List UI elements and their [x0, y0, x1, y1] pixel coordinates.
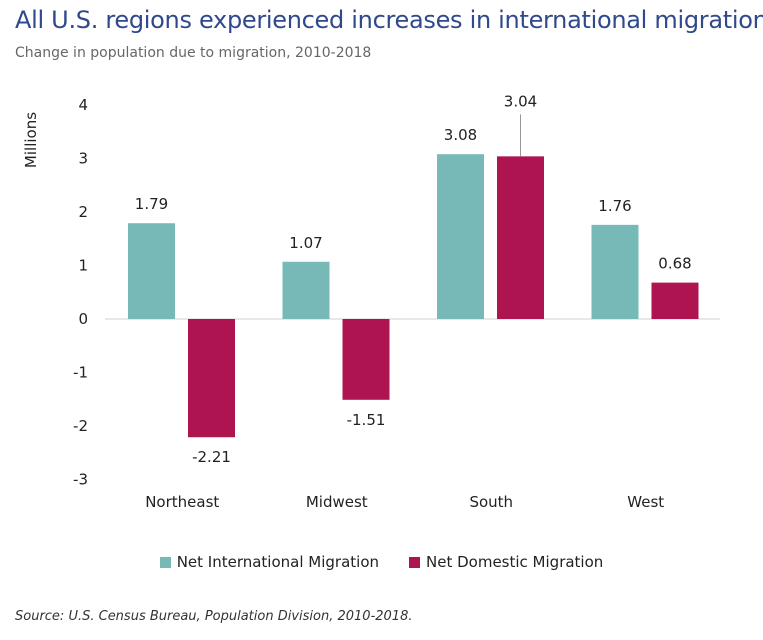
data-label: 0.68 — [658, 255, 691, 273]
data-label: 1.07 — [289, 234, 322, 252]
legend-swatch — [409, 556, 421, 568]
legend-swatch — [159, 556, 171, 568]
bar-domestic — [188, 319, 235, 438]
bar-domestic — [651, 282, 699, 319]
x-tick-label: Northeast — [145, 493, 219, 511]
data-label: 1.79 — [135, 195, 168, 213]
y-tick-label: 4 — [78, 96, 88, 114]
y-tick-label: 2 — [78, 203, 88, 221]
data-label: -1.51 — [347, 411, 386, 429]
y-tick-label: 0 — [78, 310, 88, 328]
bar-international — [282, 261, 330, 319]
data-label: -2.21 — [192, 448, 231, 466]
bar-chart: Millions 4 3 2 1 0 -1 -2 -3 Northeast 1.79 -2.21 Mid… — [22, 92, 720, 511]
legend-item-international: Net International Migration — [159, 553, 380, 571]
y-tick-label: 3 — [78, 150, 88, 168]
legend-item-domestic: Net Domestic Migration — [409, 553, 603, 571]
y-tick-label: -2 — [73, 417, 88, 435]
bar-domestic — [342, 319, 390, 400]
bar-domestic — [497, 156, 544, 319]
x-tick-label: Midwest — [306, 493, 368, 511]
y-tick-label: -1 — [73, 364, 88, 382]
bar-international — [128, 223, 175, 319]
data-label: 3.08 — [444, 126, 477, 144]
legend-label: Net International Migration — [176, 553, 380, 571]
data-label: 3.04 — [504, 92, 537, 110]
y-tick-label: -3 — [73, 471, 88, 489]
y-tick-label: 1 — [78, 257, 88, 275]
source-note: Source: U.S. Census Bureau, Population D… — [15, 609, 413, 624]
data-label: 1.76 — [598, 197, 631, 215]
x-tick-label: West — [627, 493, 664, 511]
chart-subtitle: Change in population due to migration, 2… — [15, 45, 372, 61]
x-tick-label: South — [469, 493, 513, 511]
bar-international — [591, 224, 639, 319]
bar-international — [437, 154, 484, 319]
y-axis-label: Millions — [22, 112, 40, 168]
legend: Net International Migration Net Domestic… — [0, 553, 763, 571]
chart-title: All U.S. regions experienced increases i… — [15, 6, 763, 34]
legend-label: Net Domestic Migration — [426, 553, 604, 571]
